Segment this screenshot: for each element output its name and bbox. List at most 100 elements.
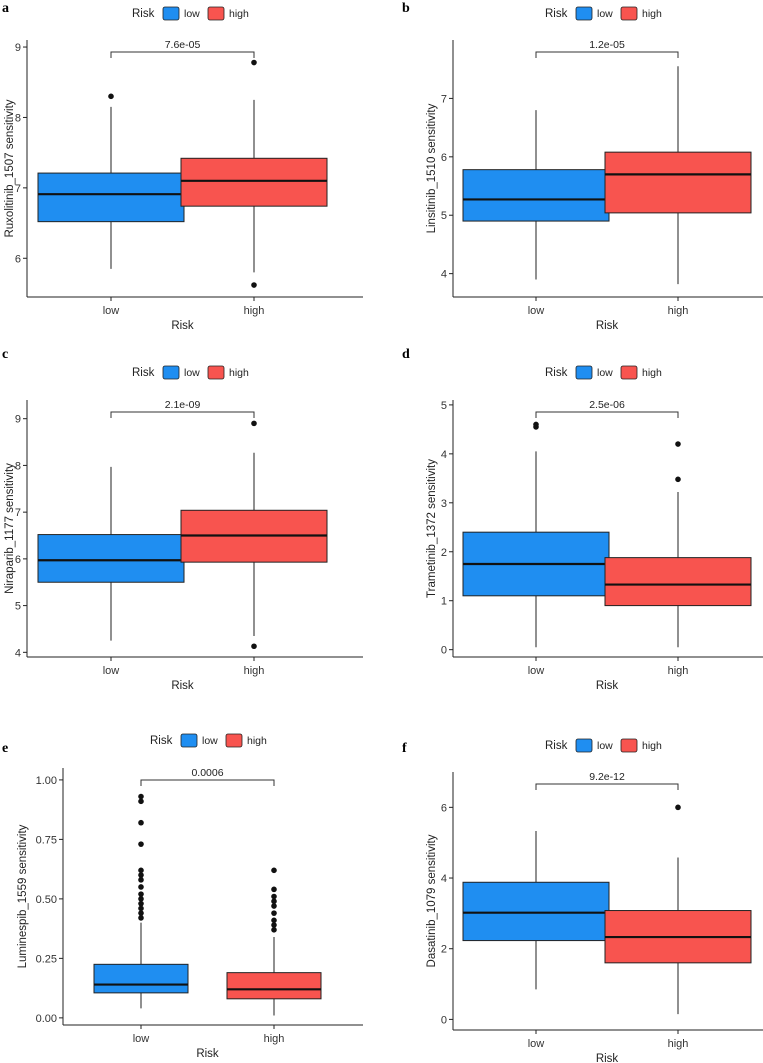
- legend: Risk low high: [132, 365, 249, 380]
- x-axis-title: Risk: [171, 320, 194, 332]
- box-low: [462, 110, 610, 280]
- panel-e: e Risk low high 0.00 0.25 0.50 0.75 1.00 Luminesp…: [2, 733, 363, 1060]
- legend-title: Risk: [545, 740, 568, 752]
- legend: Risk low high: [150, 733, 267, 748]
- outlier-point: [138, 900, 144, 907]
- legend: Risk low high: [545, 6, 662, 21]
- panel-label: b: [402, 1, 410, 16]
- legend-swatch-low: [162, 365, 180, 380]
- p-value-label: 0.0006: [191, 767, 223, 779]
- outlier-point: [271, 927, 277, 933]
- y-tick-label: 0.75: [36, 834, 57, 846]
- x-tick-label-low: low: [528, 305, 545, 317]
- y-tick-label: 4: [441, 449, 447, 461]
- x-tick-label-low: low: [103, 665, 120, 677]
- panel-c: c Risk low high 4 5 6 7 8 9 Niraparib_1177 sensiti…: [2, 347, 363, 692]
- x-tick-label-low: low: [103, 305, 120, 317]
- outlier-point: [138, 819, 144, 826]
- x-axis-title: Risk: [596, 320, 619, 332]
- outlier-point: [271, 886, 277, 893]
- outlier-point: [108, 93, 114, 100]
- outlier-point: [533, 421, 539, 428]
- outlier-point: [251, 282, 257, 288]
- outlier-point: [138, 877, 144, 883]
- legend-swatch-low: [162, 6, 180, 21]
- legend-entry-low: low: [184, 367, 200, 379]
- legend: Risk low high: [132, 6, 249, 21]
- outlier-point: [271, 867, 277, 874]
- box-low: [37, 466, 185, 641]
- outlier-point: [675, 804, 681, 811]
- significance-bracket: [110, 51, 255, 58]
- y-axis-title: Niraparib_1177 sensitivity: [4, 463, 16, 594]
- y-tick-label: 1.00: [36, 775, 57, 787]
- legend-entry-high: high: [642, 8, 662, 20]
- x-tick-label-low: low: [133, 1033, 150, 1045]
- x-tick-label-high: high: [668, 305, 689, 317]
- y-tick-label: 0.00: [36, 1013, 57, 1025]
- legend-swatch-low: [575, 365, 593, 380]
- box-iqr: [37, 172, 185, 223]
- y-tick-label: 7: [15, 183, 21, 195]
- significance-bracket: [535, 411, 679, 418]
- y-tick-label: 0.50: [36, 894, 57, 906]
- box-iqr: [37, 534, 185, 583]
- outlier-point: [138, 841, 144, 847]
- legend-title: Risk: [132, 8, 155, 20]
- p-value-label: 9.2e-12: [589, 771, 625, 783]
- y-tick-label: 4: [441, 873, 447, 885]
- panel-label: e: [2, 741, 8, 756]
- box-iqr: [180, 157, 328, 207]
- outlier-point: [675, 476, 681, 483]
- y-tick-label: 9: [15, 42, 21, 54]
- x-axis-title: Risk: [596, 1053, 619, 1063]
- y-tick-label: 0: [441, 645, 447, 657]
- significance-bracket: [140, 779, 275, 786]
- outlier-point: [138, 905, 144, 912]
- box-high: [180, 59, 328, 288]
- y-tick-label: 5: [441, 210, 447, 222]
- y-tick-label: 2: [441, 944, 447, 956]
- outlier-point: [251, 420, 257, 427]
- significance-bracket: [535, 783, 679, 790]
- panel-label: a: [2, 1, 9, 16]
- outlier-point: [251, 643, 257, 650]
- p-value-label: 2.1e-09: [165, 399, 201, 411]
- box-high: [604, 441, 752, 648]
- x-tick-label-low: low: [528, 1038, 545, 1050]
- y-tick-label: 7: [15, 507, 21, 519]
- x-axis-title: Risk: [171, 680, 194, 692]
- legend-title: Risk: [150, 735, 173, 747]
- legend-entry-low: low: [597, 367, 613, 379]
- y-tick-label: 4: [15, 647, 21, 659]
- outlier-point: [251, 59, 257, 66]
- legend-swatch-high: [620, 365, 638, 380]
- x-tick-label-high: high: [244, 305, 265, 317]
- y-tick-label: 8: [15, 460, 21, 472]
- outlier-point: [138, 910, 144, 916]
- legend-entry-high: high: [247, 735, 267, 747]
- p-value-label: 2.5e-06: [589, 399, 625, 411]
- significance-bracket: [535, 51, 679, 58]
- box-low: [37, 93, 185, 269]
- legend-entry-low: low: [597, 740, 613, 752]
- box-iqr: [93, 963, 189, 994]
- x-axis-title: Risk: [596, 680, 619, 692]
- legend-title: Risk: [545, 367, 568, 379]
- y-tick-label: 6: [15, 253, 21, 265]
- box-high: [180, 420, 328, 650]
- y-tick-label: 8: [15, 112, 21, 124]
- y-axis-title: Luminespib_1559 sensitivity: [17, 824, 29, 968]
- legend-swatch-low: [575, 6, 593, 21]
- y-tick-label: 6: [441, 152, 447, 164]
- outlier-point: [271, 898, 277, 905]
- legend-title: Risk: [132, 367, 155, 379]
- y-tick-label: 6: [15, 554, 21, 566]
- y-tick-label: 7: [441, 93, 447, 105]
- legend-swatch-high: [207, 365, 225, 380]
- outlier-point: [138, 884, 144, 890]
- outlier-point: [271, 910, 277, 916]
- legend-swatch-high: [207, 6, 225, 21]
